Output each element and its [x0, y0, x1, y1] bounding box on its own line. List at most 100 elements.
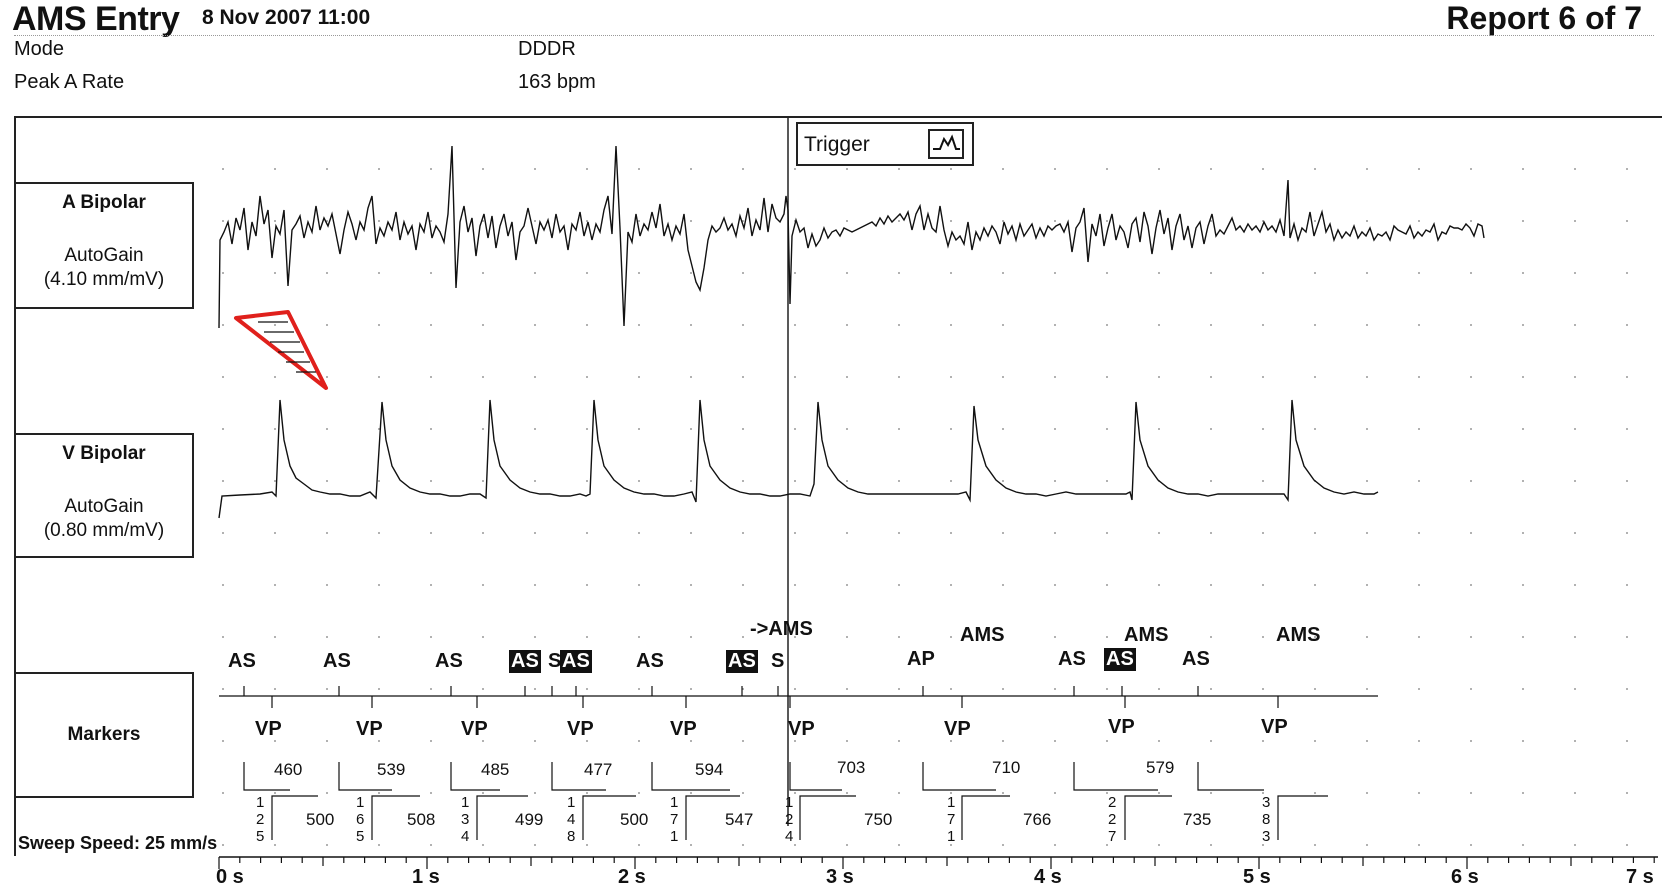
trigger-box: Trigger: [796, 122, 974, 166]
report-page-indicator: Report 6 of 7: [1446, 0, 1642, 36]
time-label: 1 s: [412, 866, 440, 888]
marker-ticks: [243, 686, 1279, 708]
atrial-marker: AS: [228, 650, 256, 672]
markers-channel-label: Markers: [14, 672, 194, 798]
ventricular-marker: VP: [567, 718, 594, 740]
av-interval: 710: [992, 758, 1021, 777]
vv-digit: 3: [1262, 828, 1271, 845]
peak-a-rate-value: 163 bpm: [518, 71, 596, 93]
vv-interval: 547: [725, 810, 754, 829]
vv-digit: 1: [356, 794, 365, 811]
trigger-waveform-icon: [928, 129, 964, 159]
vv-digit: 3: [461, 811, 470, 828]
vv-digit: 5: [256, 828, 265, 845]
ventricular-marker: VP: [461, 718, 488, 740]
atrial-marker-refractory: AS: [1104, 648, 1136, 671]
atrial-marker-refractory: AS: [726, 650, 758, 673]
header-divider: [14, 35, 1654, 36]
vv-interval: 500: [306, 810, 335, 829]
atrial-marker: S: [548, 650, 562, 672]
vv-digit: 6: [356, 811, 365, 828]
markers-name: Markers: [67, 724, 141, 745]
vv-digit: 7: [947, 811, 956, 828]
vv-interval: 499: [515, 810, 544, 829]
a-bipolar-scale: (4.10 mm/mV): [43, 269, 165, 290]
vv-digit: 5: [356, 828, 365, 845]
time-axis-ticks: [218, 857, 1655, 869]
av-interval: 703: [837, 758, 866, 777]
ams-label-1: AMS: [960, 624, 1005, 646]
atrial-marker: AS: [636, 650, 664, 672]
atrial-marker-refractory: AS: [509, 650, 541, 673]
atrial-marker: S: [771, 650, 785, 672]
vv-digit: 8: [1262, 811, 1271, 828]
vv-digit: 1: [256, 794, 265, 811]
report-title: AMS Entry: [12, 0, 180, 38]
av-interval: 539: [377, 760, 406, 779]
av-interval-brackets: [243, 762, 1264, 791]
vv-digit: 2: [785, 811, 794, 828]
vv-interval: 750: [864, 810, 893, 829]
mode-label: Mode: [14, 38, 65, 60]
vv-digit: 1: [461, 794, 470, 811]
av-interval: 477: [584, 760, 613, 779]
v-bipolar-name: V Bipolar: [62, 443, 146, 464]
vv-digit: 7: [670, 811, 679, 828]
atrial-marker: AS: [435, 650, 463, 672]
time-label: 6 s: [1451, 866, 1479, 888]
vv-digit: 4: [785, 828, 794, 845]
ventricular-marker: VP: [670, 718, 697, 740]
time-label: 3 s: [826, 866, 854, 888]
vv-digit: 1: [947, 794, 956, 811]
vv-interval: 735: [1183, 810, 1212, 829]
a-bipolar-gain: AutoGain: [64, 245, 144, 266]
av-interval: 579: [1146, 758, 1175, 777]
vv-digit: 4: [567, 811, 576, 828]
ventricular-marker: VP: [788, 718, 815, 740]
vv-digit: 8: [567, 828, 576, 845]
v-bipolar-trace: [218, 399, 1379, 519]
v-bipolar-gain: AutoGain: [64, 496, 144, 517]
time-label: 5 s: [1243, 866, 1271, 888]
to-ams-label: ->AMS: [750, 618, 813, 640]
vv-digit: 1: [567, 794, 576, 811]
a-bipolar-trace: [218, 145, 1485, 329]
ventricular-marker: VP: [1261, 716, 1288, 738]
av-interval: 485: [481, 760, 510, 779]
atrial-marker-refractory: AS: [560, 650, 592, 673]
report-datetime: 8 Nov 2007 11:00: [202, 6, 371, 29]
atrial-marker: AP: [907, 648, 935, 670]
ams-label-2: AMS: [1124, 624, 1169, 646]
vv-digit: 2: [1108, 811, 1117, 828]
a-bipolar-channel-label: A Bipolar AutoGain (4.10 mm/mV): [14, 182, 194, 309]
atrial-marker: AS: [1182, 648, 1210, 670]
av-interval: 594: [695, 760, 724, 779]
time-label: 0 s: [216, 866, 244, 888]
vv-digit: 7: [1108, 828, 1117, 845]
vv-digit: 1: [785, 794, 794, 811]
ventricular-marker: VP: [255, 718, 282, 740]
trigger-label: Trigger: [804, 133, 870, 156]
time-label: 4 s: [1034, 866, 1062, 888]
time-label: 7 s: [1626, 866, 1654, 888]
vv-digit: 2: [256, 811, 265, 828]
ventricular-marker: VP: [944, 718, 971, 740]
peak-a-rate-label: Peak A Rate: [14, 71, 125, 93]
vv-digit: 1: [670, 828, 679, 845]
mode-value: DDDR: [518, 38, 576, 60]
vv-digit: 4: [461, 828, 470, 845]
vv-interval-brackets: [271, 795, 1328, 840]
ams-label-3: AMS: [1276, 624, 1321, 646]
atrial-marker: AS: [1058, 648, 1086, 670]
ventricular-marker: VP: [356, 718, 383, 740]
annotation-arrow: [234, 310, 328, 390]
atrial-marker: AS: [323, 650, 351, 672]
v-bipolar-channel-label: V Bipolar AutoGain (0.80 mm/mV): [14, 433, 194, 558]
ventricular-marker: VP: [1108, 716, 1135, 738]
a-bipolar-name: A Bipolar: [62, 192, 146, 213]
v-bipolar-scale: (0.80 mm/mV): [43, 520, 165, 541]
vv-interval: 766: [1023, 810, 1052, 829]
av-interval: 460: [274, 760, 303, 779]
sweep-speed: Sweep Speed: 25 mm/s: [18, 833, 218, 853]
